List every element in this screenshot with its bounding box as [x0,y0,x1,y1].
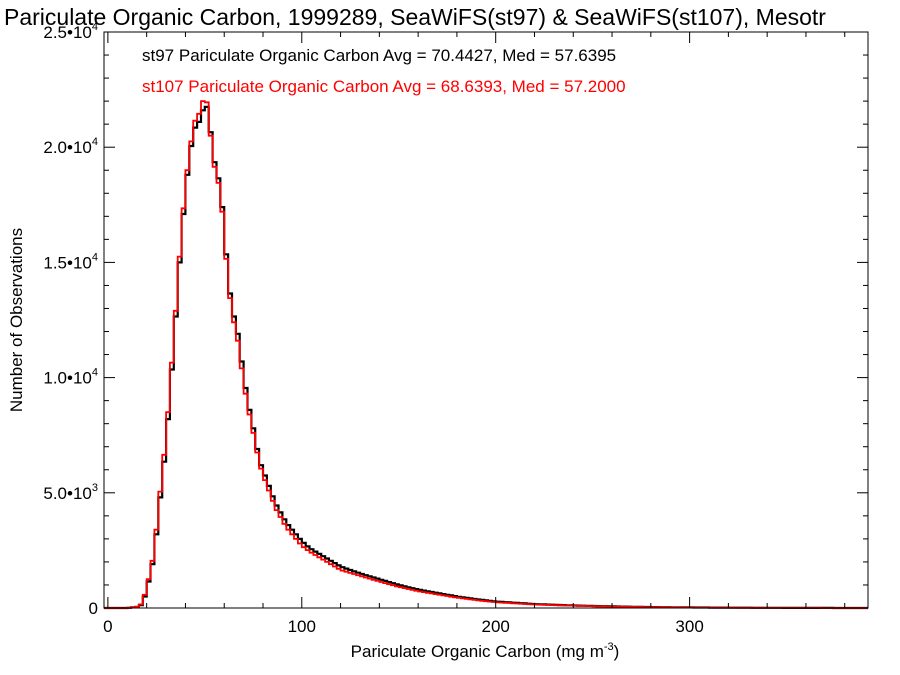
x-axis: 0 100 200 300 [103,32,846,636]
y-tick-label: 2.5•104 [43,21,98,42]
x-axis-label-main: Pariculate Organic Carbon (mg m [351,642,604,661]
x-tick-label: 200 [482,617,510,636]
chart-title: Pariculate Organic Carbon, 1999289, SeaW… [4,4,826,30]
x-axis-label: Pariculate Organic Carbon (mg m-3) [351,641,620,661]
x-tick-label: 300 [675,617,703,636]
x-axis-label-close: ) [614,642,620,661]
y-axis-label: Number of Observations [7,228,26,412]
y-axis: 0 5.0•103 1.0•104 1.5•104 2.0•104 2.5•104 [43,21,868,618]
y-tick-label: 1.5•104 [43,251,98,272]
x-tick-label: 0 [103,617,112,636]
plot-frame [103,31,869,609]
y-tick-label: 1.0•104 [43,367,98,388]
plot-series [104,100,868,610]
y-tick-label: 5.0•103 [43,482,98,503]
legend-st107: st107 Pariculate Organic Carbon Avg = 68… [142,77,626,96]
y-tick-label: 0 [89,599,98,618]
x-axis-label-superscript: -3 [604,641,614,653]
series-line-st107 [104,100,868,609]
y-tick-label: 2.0•104 [43,136,98,157]
legend-st97: st97 Pariculate Organic Carbon Avg = 70.… [142,46,616,65]
x-tick-label: 100 [288,617,316,636]
